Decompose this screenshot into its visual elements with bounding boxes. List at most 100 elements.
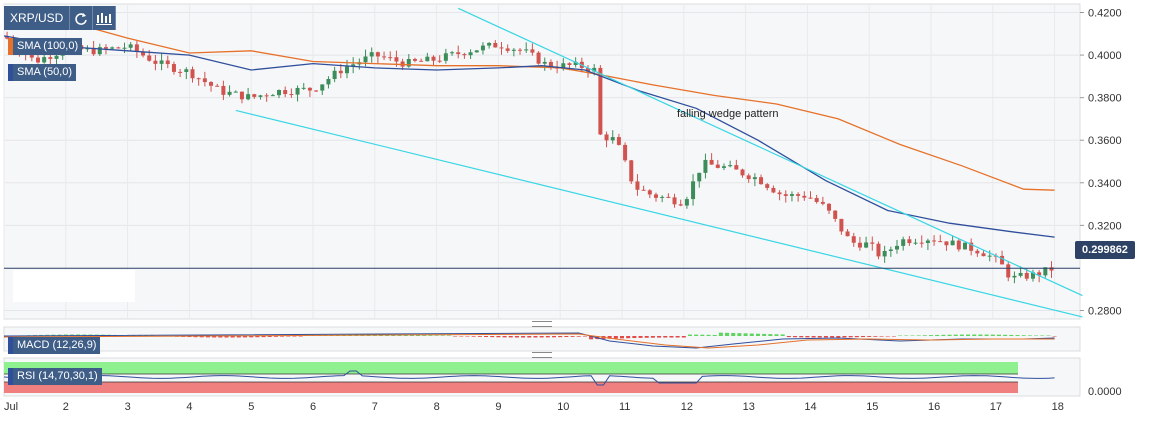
macd-resize-handle[interactable] bbox=[532, 321, 552, 327]
macd-histogram-bar bbox=[236, 336, 241, 338]
candle-body bbox=[777, 192, 782, 195]
candle-body bbox=[363, 56, 368, 63]
candle-body bbox=[721, 166, 726, 168]
rsi-resize-handle[interactable] bbox=[532, 352, 552, 358]
macd-histogram-bar bbox=[959, 334, 964, 336]
macd-histogram-bar bbox=[267, 336, 272, 337]
candle-body bbox=[715, 164, 720, 168]
candle-body bbox=[1000, 255, 1005, 265]
candle-body bbox=[264, 95, 269, 97]
candle-body bbox=[375, 52, 380, 57]
macd-histogram-bar bbox=[929, 335, 933, 336]
macd-histogram-bar bbox=[502, 336, 507, 338]
macd-histogram-bar bbox=[292, 336, 297, 337]
candle-body bbox=[487, 42, 492, 46]
candle-body bbox=[437, 60, 442, 62]
candle-body bbox=[326, 79, 331, 85]
macd-histogram-bar bbox=[910, 335, 915, 336]
macd-histogram-bar bbox=[471, 336, 476, 337]
candle-body bbox=[987, 255, 992, 257]
macd-histogram-bar bbox=[1021, 335, 1026, 336]
macd-histogram-bar bbox=[786, 336, 791, 338]
rsi-legend[interactable]: RSI (14,70,30,1) bbox=[8, 368, 102, 385]
candle-body bbox=[147, 55, 152, 61]
candle-body bbox=[678, 204, 683, 206]
candle-body bbox=[456, 52, 461, 55]
macd-histogram-bar bbox=[632, 336, 637, 339]
candle-body bbox=[412, 58, 417, 61]
candle-body bbox=[938, 241, 943, 243]
time-tick-label: 17 bbox=[990, 401, 1002, 413]
macd-histogram-bar bbox=[916, 335, 921, 336]
candle-body bbox=[450, 52, 455, 54]
candle-body bbox=[1012, 275, 1017, 278]
macd-histogram-bar bbox=[898, 335, 903, 336]
candle-body bbox=[561, 63, 566, 69]
candles-icon[interactable] bbox=[93, 6, 117, 30]
candle-body bbox=[159, 60, 164, 64]
candle-body bbox=[752, 177, 757, 180]
price-panel bbox=[3, 3, 1081, 320]
macd-histogram-bar bbox=[675, 336, 680, 338]
rsi-tick-label: 0.0000 bbox=[1088, 386, 1122, 398]
candle-body bbox=[969, 242, 974, 251]
candle-body bbox=[462, 54, 467, 56]
candle-body bbox=[641, 189, 646, 191]
macd-histogram-bar bbox=[508, 336, 513, 338]
macd-histogram-bar bbox=[539, 336, 544, 338]
candle-body bbox=[746, 175, 751, 180]
candle-body bbox=[233, 91, 238, 93]
macd-histogram-bar bbox=[261, 336, 266, 338]
macd-histogram-bar bbox=[465, 336, 470, 337]
candle-body bbox=[882, 250, 887, 257]
candle-body bbox=[116, 47, 121, 49]
candle-body bbox=[190, 69, 195, 79]
time-tick-label: 3 bbox=[125, 401, 131, 413]
candle-body bbox=[1043, 267, 1048, 276]
macd-histogram-bar bbox=[644, 336, 649, 338]
candle-body bbox=[1030, 272, 1035, 279]
sma50-line bbox=[3, 35, 1055, 238]
macd-histogram-bar bbox=[922, 335, 927, 336]
candle-body bbox=[975, 250, 980, 254]
sma50-legend[interactable]: SMA (50,0) bbox=[8, 64, 77, 81]
macd-histogram-bar bbox=[416, 335, 421, 336]
macd-histogram-bar bbox=[273, 336, 278, 337]
symbol-label[interactable]: XRP/USD bbox=[4, 6, 71, 30]
time-tick-label: 18 bbox=[1052, 401, 1064, 413]
candle-body bbox=[530, 49, 535, 53]
candle-body bbox=[950, 240, 955, 246]
time-tick-label: 12 bbox=[681, 401, 693, 413]
macd-histogram-bar bbox=[564, 336, 569, 338]
sma100-swatch bbox=[8, 38, 13, 55]
candle-body bbox=[629, 160, 634, 182]
macd-histogram-bar bbox=[626, 336, 631, 339]
candle-body bbox=[709, 159, 714, 165]
candle-body bbox=[221, 85, 226, 95]
time-tick-label: 9 bbox=[495, 401, 501, 413]
candle-body bbox=[270, 95, 275, 97]
blank-overlay bbox=[13, 270, 135, 302]
candle-body bbox=[493, 42, 498, 48]
candle-body bbox=[320, 84, 325, 91]
candle-body bbox=[833, 210, 838, 219]
sma100-legend[interactable]: SMA (100,0) bbox=[8, 38, 83, 55]
macd-legend[interactable]: MACD (12,26,9) bbox=[8, 337, 101, 354]
macd-histogram-bar bbox=[545, 336, 550, 338]
chart-toolbar: XRP/USD bbox=[4, 6, 117, 30]
macd-histogram-bar bbox=[743, 333, 748, 336]
macd-histogram-bar bbox=[990, 334, 995, 336]
macd-histogram-bar bbox=[706, 334, 711, 336]
macd-signal-line bbox=[3, 333, 1055, 349]
candle-body bbox=[653, 194, 658, 198]
time-tick-label: 2 bbox=[63, 401, 69, 413]
macd-histogram-bar bbox=[428, 335, 433, 336]
macd-histogram-bar bbox=[669, 336, 674, 338]
macd-histogram-bar bbox=[1027, 335, 1032, 336]
refresh-icon[interactable] bbox=[70, 6, 94, 30]
candle-body bbox=[252, 94, 257, 97]
macd-histogram-bar bbox=[521, 336, 526, 338]
macd-histogram-bar bbox=[224, 336, 229, 338]
sma50-label: SMA (50,0) bbox=[17, 66, 73, 78]
candle-body bbox=[344, 66, 349, 74]
